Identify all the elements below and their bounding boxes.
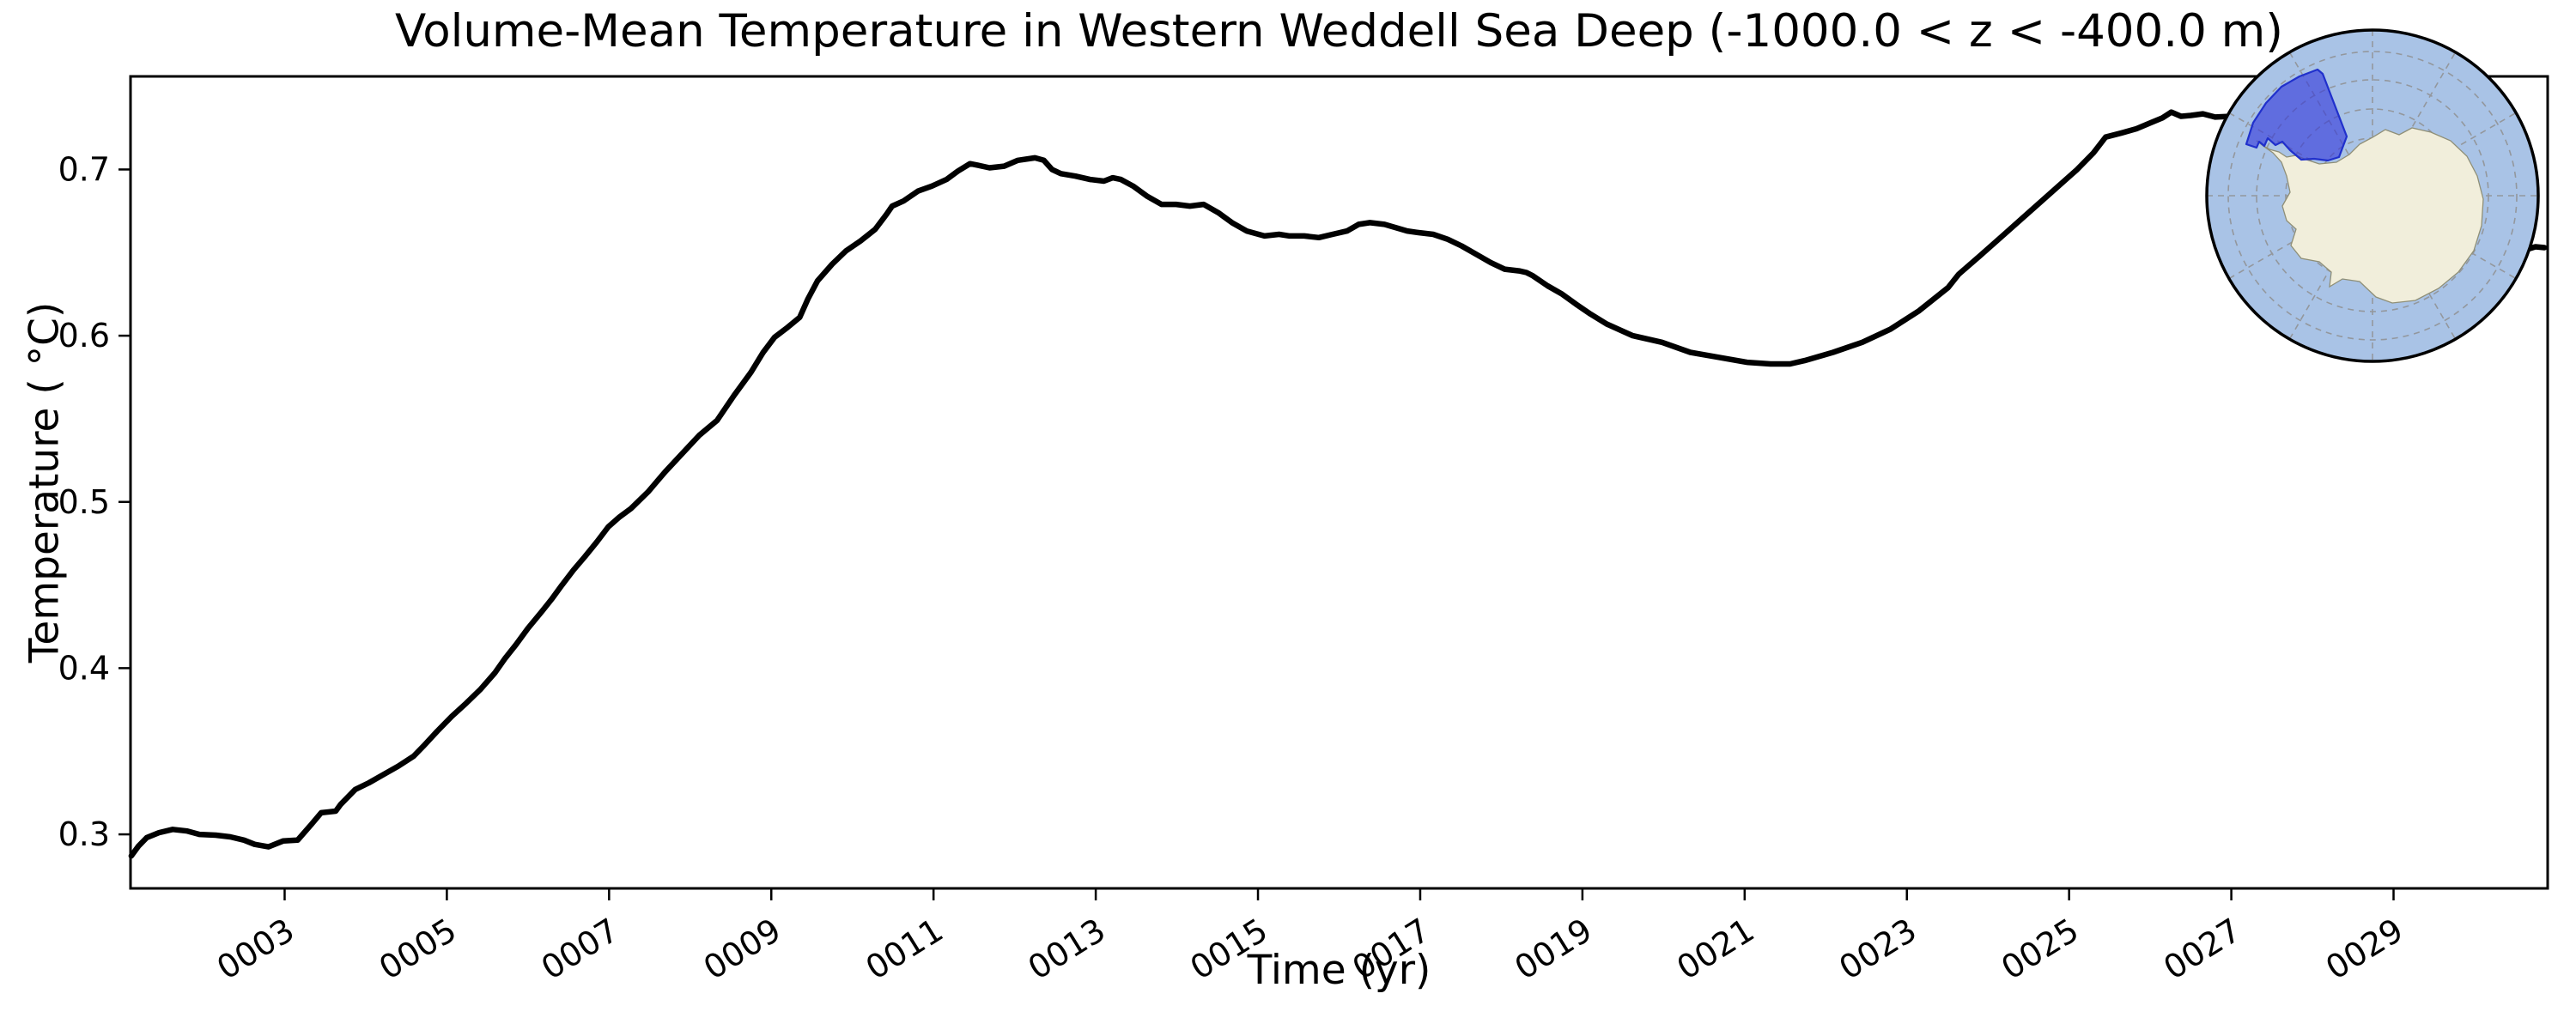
antarctica-landmass [2256,127,2484,304]
map-border [2205,28,2540,363]
y-tick-label: 0.5 [58,483,110,521]
y-tick-label: 0.4 [58,649,110,687]
y-tick-label: 0.3 [58,815,110,853]
y-tick-label: 0.6 [58,317,110,354]
y-tick-label: 0.7 [58,150,110,188]
x-axis-label: Time (yr) [1247,947,1431,994]
plot-frame [129,75,2549,890]
antarctica-inset-map [2205,28,2540,363]
weddell-region-highlight [2245,68,2348,162]
temperature-series-line [128,109,2548,859]
y-axis-label: Temperature ( °C) [21,301,69,663]
chart-title: Volume-Mean Temperature in Western Wedde… [395,5,2283,58]
